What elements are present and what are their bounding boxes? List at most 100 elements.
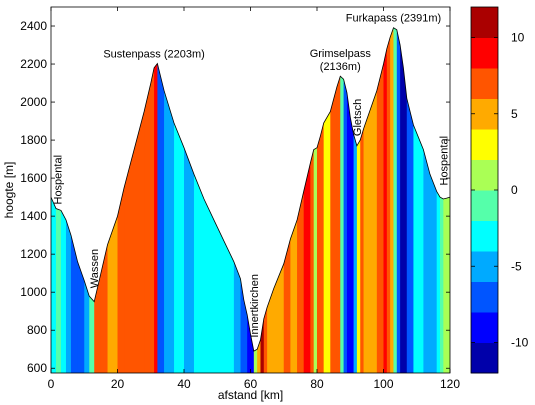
profile-segment [423,27,431,373]
profile-segment [400,27,405,373]
profile-segment [267,27,275,373]
x-tick-label: 0 [48,377,55,391]
profile-segment [65,27,72,373]
axes: 0 20 40 60 80 100 120 600 800 1000 1200 1400 1600 180… [20,7,460,391]
y-tick-label: 2000 [20,95,47,109]
profile-segment [303,27,311,373]
profile-segment [273,27,285,373]
profile-segment [323,27,331,373]
place-label: Hospental [438,136,450,186]
profile-segment [193,27,205,373]
colorbar-tick-label: -5 [511,259,522,273]
annotations: Hospental Wassen Sustenpass (2203m) Innertk… [53,13,451,338]
profile-segment [223,27,235,373]
x-tick-label: 120 [440,377,460,391]
profile-segment [440,27,444,373]
x-tick-label: 100 [373,377,393,391]
profile-segment [376,27,385,373]
place-label: Hospental [53,155,65,205]
place-label: Gletsch [352,99,364,136]
profile-segment [353,27,358,373]
y-tick-label: 2200 [20,57,47,71]
profile-segment [360,27,365,373]
elevation-outline [50,27,451,352]
profile-segment [157,27,165,373]
profile-segment [320,27,325,373]
profile-segment [77,27,85,373]
profile-segment [343,27,348,373]
profile-segment [134,27,145,373]
y-axis-label: hoogte [m] [2,162,16,219]
colorbar-level [471,190,498,221]
profile-segment [174,27,185,373]
x-tick-label: 60 [244,377,258,391]
profile-segment [100,27,109,373]
profile-segment [390,27,395,373]
colorbar-level [471,251,498,282]
profile-segment [313,27,318,373]
x-tick-label: 40 [177,377,191,391]
colorbar-level [471,281,498,313]
profile-segment [184,27,195,373]
profile-segment [84,27,90,373]
profile-segment [94,27,102,373]
profile-segment [107,27,119,373]
pass-label: Furkapass (2391m) [346,13,441,25]
profile-segment [363,27,371,373]
colorbar-level [471,342,498,374]
colorbar-level [471,312,498,343]
profile-segment [396,27,401,373]
profile-segment [443,27,448,373]
profile-segment [340,27,345,373]
y-tick-label: 1400 [20,209,47,223]
colorbar: -10 -5 0 5 10 [470,6,529,374]
profile-segment [297,27,305,373]
colorbar-level [471,98,498,130]
profile-segment [233,27,242,373]
profile-segment [317,27,321,373]
place-label: Innertkirchen [249,274,261,338]
profile-segment [310,27,315,373]
profile-segment [124,27,135,373]
profile-segment [203,27,215,373]
colorbar-tick-label: 0 [511,183,518,197]
pass-label: Sustenpass (2203m) [103,48,205,60]
profile-segment [370,27,378,373]
colorbar-level [471,220,498,252]
colorbar-tick-label: 10 [511,31,525,45]
profile-segment [164,27,175,373]
profile-segment [413,27,425,373]
profile-segment [283,27,291,373]
profile-segment [386,27,391,373]
profile-segment [356,27,361,373]
profile-segment [350,27,355,373]
y-tick-label: 1800 [20,133,47,147]
profile-segment [330,27,338,373]
y-tick-label: 1200 [20,247,47,261]
profile-segment [336,27,341,373]
y-tick-label: 1600 [20,171,47,185]
profile-segment [70,27,79,373]
profile-segment [403,27,408,373]
profile-segment [290,27,298,373]
y-tick-label: 600 [27,361,47,375]
x-tick-label: 80 [310,377,324,391]
pass-label: Grimselpass (2136m) [310,48,372,73]
colorbar-level [471,129,498,160]
profile-segment [150,27,155,373]
profile-segment [144,27,152,373]
profile-segment [393,27,398,373]
profile-segment [383,27,388,373]
y-tick-label: 800 [27,323,47,337]
profile-segment [89,27,95,373]
y-tick-label: 2400 [20,19,47,33]
y-tick-label: 1000 [20,285,47,299]
profile-segment [346,27,351,373]
colorbar-level [471,37,498,69]
colorbar-level [471,68,498,99]
place-label: Wassen [89,249,101,288]
x-tick-label: 20 [111,377,125,391]
colorbar-tick-label: 5 [511,107,518,121]
x-axis-label: afstand [km] [218,388,283,402]
